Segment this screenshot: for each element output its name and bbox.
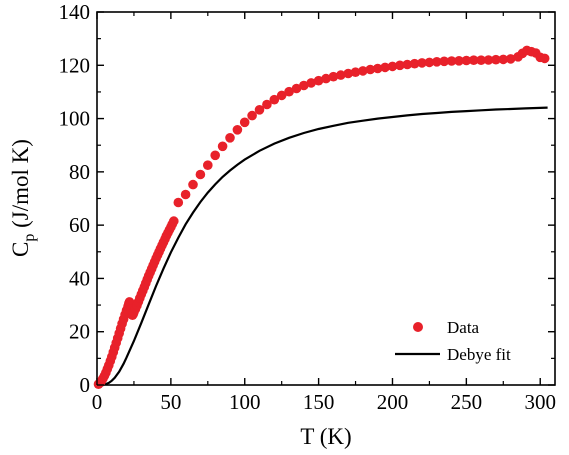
x-tick-label: 250 [451, 390, 483, 414]
data-point [247, 110, 257, 121]
data-point [269, 94, 280, 105]
data-point [483, 55, 494, 65]
data-point [350, 67, 361, 77]
y-tick-label: 0 [80, 373, 91, 397]
data-point [173, 197, 184, 208]
data-layer [93, 45, 550, 390]
data-point [468, 55, 479, 65]
data-point [358, 66, 368, 76]
data-point [306, 78, 317, 88]
legend-label-data: Data [447, 318, 480, 337]
data-point [491, 54, 501, 65]
data-point [402, 59, 413, 70]
data-point [299, 80, 309, 91]
data-point [276, 90, 287, 101]
data-point [291, 83, 302, 94]
data-point [313, 75, 324, 86]
data-point [343, 68, 354, 79]
data-point [432, 57, 442, 67]
data-point [387, 61, 398, 72]
data-point [336, 70, 346, 80]
x-axis-title: T (K) [300, 424, 351, 449]
data-point [169, 216, 179, 226]
y-axis-title-units: (J/mol K) [8, 139, 33, 234]
data-point [217, 141, 228, 152]
data-point [539, 53, 550, 64]
data-point [380, 62, 390, 73]
tick-labels-layer: 0 50 100 150 200 250 300 0 20 40 60 80 100 120 140 [59, 0, 556, 414]
y-axis-title-subscript: p [21, 234, 38, 242]
y-tick-label: 120 [59, 53, 91, 77]
data-point [424, 57, 435, 68]
y-tick-label: 40 [69, 266, 90, 290]
y-tick-label: 140 [59, 0, 91, 24]
data-point [254, 105, 265, 115]
data-point [321, 73, 331, 84]
x-tick-label: 200 [377, 390, 409, 414]
svg-text:Cp (J/mol K): Cp (J/mol K) [8, 139, 38, 257]
data-point [195, 169, 206, 180]
x-tick-label: 0 [92, 390, 103, 414]
data-point [180, 189, 191, 200]
y-tick-label: 80 [69, 160, 90, 184]
data-point [395, 60, 405, 71]
data-point [203, 160, 213, 170]
data-point [417, 58, 427, 68]
data-point [498, 54, 509, 65]
data-point [365, 64, 376, 75]
data-point [409, 58, 420, 69]
debye-fit-line [96, 106, 548, 387]
fit-layer [96, 106, 548, 387]
y-axis-title-main: C [8, 242, 33, 257]
legend-label-fit: Debye fit [447, 345, 511, 364]
data-point [446, 56, 457, 66]
legend: Data Debye fit [395, 318, 511, 364]
x-tick-label: 150 [303, 390, 335, 414]
data-point [239, 117, 250, 128]
data-point [505, 54, 516, 64]
y-tick-label: 20 [69, 320, 90, 344]
data-point [225, 133, 235, 143]
data-point [188, 179, 198, 190]
x-tick-label: 100 [229, 390, 261, 414]
x-tick-label: 50 [160, 390, 181, 414]
data-point [439, 56, 450, 67]
y-axis-title: Cp (J/mol K) [8, 139, 38, 257]
data-point [372, 63, 383, 74]
data-point [284, 86, 294, 97]
plot-frame [96, 11, 556, 386]
ticks-layer [96, 11, 555, 386]
data-point [262, 99, 272, 110]
data-point [232, 125, 243, 135]
data-point [328, 71, 339, 82]
data-point [476, 55, 486, 65]
data-point [461, 55, 472, 66]
y-tick-label: 100 [59, 107, 91, 131]
data-point [210, 150, 220, 161]
legend-marker-data [413, 322, 423, 332]
plot-area [96, 11, 556, 386]
x-tick-label: 300 [524, 390, 556, 414]
y-tick-label: 60 [69, 213, 90, 237]
data-point [454, 56, 464, 66]
